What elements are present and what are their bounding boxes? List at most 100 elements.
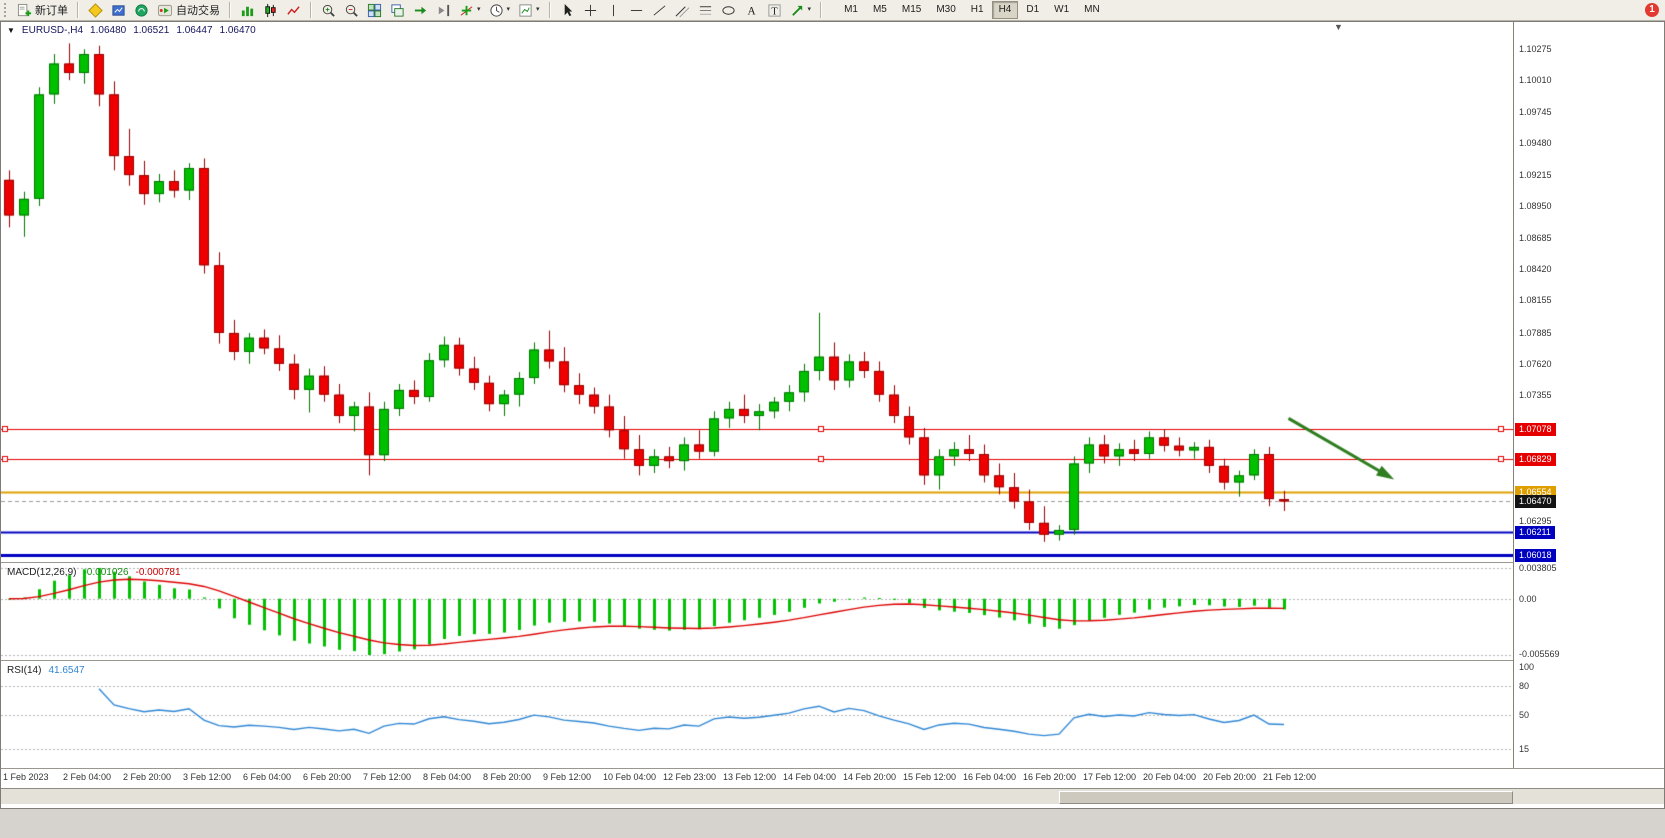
rsi-name: RSI(14): [7, 665, 42, 676]
candlestick-button[interactable]: [259, 0, 282, 20]
metaeditor-icon: [88, 2, 103, 18]
timeframe-button-m5[interactable]: M5: [872, 4, 887, 15]
metaeditor-button[interactable]: [84, 0, 107, 20]
toolbar-separator: [820, 2, 823, 18]
market-button[interactable]: [107, 0, 130, 20]
toolbar-separator: [310, 2, 312, 18]
label-button[interactable]: T: [763, 0, 786, 20]
macd-scale-label: -0.005569: [1519, 649, 1560, 659]
price-tick-label: 1.09480: [1519, 138, 1552, 148]
time-axis-label: 13 Feb 12:00: [723, 772, 777, 782]
time-axis-label: 20 Feb 20:00: [1203, 772, 1257, 782]
cascade-windows-button[interactable]: [386, 0, 409, 20]
new-order-label: 新订单: [35, 5, 68, 17]
tile-windows-icon: [367, 3, 382, 18]
horizontal-scrollbar[interactable]: [1, 788, 1664, 804]
chart-window: ▼ EURUSD-,H4 1.06480 1.06521 1.06447 1.0…: [0, 21, 1665, 809]
toolbar-separator: [77, 2, 79, 18]
market-icon: [111, 3, 126, 18]
periods-clock-icon: [489, 3, 504, 18]
ohlc-close: 1.06470: [219, 25, 256, 36]
time-axis[interactable]: 1 Feb 2023 2 Feb 04:00 2 Feb 20:00 3 Feb 12…: [1, 770, 1513, 786]
crosshair-button[interactable]: [579, 0, 602, 20]
indicators-dropdown-caret[interactable]: ▾: [477, 6, 481, 13]
indicators-icon: [459, 3, 474, 18]
auto-scroll-button[interactable]: [409, 0, 432, 20]
line-chart-icon: [286, 3, 301, 18]
chart-shift-button[interactable]: [432, 0, 455, 20]
bar-chart-icon: [240, 3, 255, 18]
notification-badge[interactable]: 1: [1645, 3, 1659, 17]
timeframe-button-w1[interactable]: W1: [1054, 4, 1070, 15]
indicators-button[interactable]: ▾: [455, 0, 485, 20]
zoom-in-button[interactable]: [317, 0, 340, 20]
timeframe-button-mn[interactable]: MN: [1084, 4, 1100, 15]
rsi-pane-canvas[interactable]: [1, 662, 1513, 768]
rsi-scale-label: 50: [1519, 710, 1530, 720]
toolbar-grip[interactable]: [4, 3, 9, 17]
level-price-badge: 1.07078: [1515, 423, 1556, 436]
price-tick-label: 1.10010: [1519, 75, 1552, 85]
timeframe-button-h4[interactable]: H4: [991, 1, 1019, 19]
time-axis-label: 2 Feb 04:00: [63, 772, 112, 782]
chart-symbol-dropdown-icon[interactable]: ▼: [7, 26, 15, 35]
fibonacci-icon: [698, 3, 713, 18]
time-axis-label: 12 Feb 23:00: [663, 772, 717, 782]
timeframe-button-m30[interactable]: M30: [936, 4, 956, 15]
price-scale[interactable]: 1.10275 1.10010 1.09745 1.09480 1.09215 1.089…: [1513, 22, 1664, 768]
price-pane-canvas[interactable]: [1, 22, 1513, 562]
line-chart-button[interactable]: [282, 0, 305, 20]
time-axis-label: 16 Feb 20:00: [1023, 772, 1077, 782]
templates-button[interactable]: ▾: [514, 0, 544, 20]
autotrading-icon: [157, 3, 173, 18]
trendline-icon: [652, 3, 667, 18]
channel-button[interactable]: [671, 0, 694, 20]
horizontal-line-button[interactable]: [625, 0, 648, 20]
time-axis-label: 6 Feb 04:00: [243, 772, 292, 782]
cursor-button[interactable]: [556, 0, 579, 20]
rsi-value: 41.6547: [48, 665, 85, 676]
pane-separator: [1, 768, 1664, 770]
price-tick-label: 1.08950: [1519, 201, 1552, 211]
svg-text:T: T: [771, 6, 778, 17]
shapes-button[interactable]: [717, 0, 740, 20]
text-button[interactable]: A: [740, 0, 763, 20]
fibonacci-button[interactable]: [694, 0, 717, 20]
price-tick-label: 1.06295: [1519, 516, 1552, 526]
pane-separator[interactable]: [1, 562, 1664, 564]
time-axis-label: 2 Feb 20:00: [123, 772, 172, 782]
timeframe-button-m1[interactable]: M1: [844, 4, 858, 15]
periods-dropdown-caret[interactable]: ▾: [506, 6, 511, 13]
auto-scroll-icon: [413, 3, 428, 18]
pane-separator[interactable]: [1, 660, 1664, 662]
chart-symbol-period: EURUSD-,H4: [21, 25, 84, 36]
signals-button[interactable]: [130, 0, 153, 20]
autotrading-label: 自动交易: [176, 5, 220, 17]
ohlc-high: 1.06521: [133, 25, 170, 36]
templates-dropdown-caret[interactable]: ▾: [536, 6, 540, 13]
arrows-button[interactable]: ▾: [786, 0, 816, 20]
trendline-button[interactable]: [648, 0, 671, 20]
macd-name: MACD(12,26,9): [7, 567, 77, 578]
periods-button[interactable]: ▾: [485, 0, 515, 20]
candlestick-icon: [263, 3, 278, 18]
macd-pane-canvas[interactable]: [1, 564, 1513, 660]
zoom-out-button[interactable]: [340, 0, 363, 20]
time-axis-label: 21 Feb 12:00: [1263, 772, 1317, 782]
shapes-icon: [721, 3, 736, 18]
bar-chart-button[interactable]: [236, 0, 259, 20]
autotrading-button[interactable]: 自动交易: [153, 0, 224, 20]
scrollbar-thumb[interactable]: [1059, 791, 1513, 804]
price-tick-label: 1.07355: [1519, 390, 1552, 400]
time-axis-label: 7 Feb 12:00: [363, 772, 412, 782]
tile-windows-button[interactable]: [363, 0, 386, 20]
chart-shift-marker-icon[interactable]: ▼: [1334, 22, 1343, 32]
arrows-dropdown-caret[interactable]: ▾: [807, 6, 812, 13]
vertical-line-button[interactable]: [602, 0, 625, 20]
channel-icon: [675, 3, 690, 18]
timeframe-button-d1[interactable]: D1: [1026, 4, 1040, 15]
new-order-button[interactable]: 新订单: [13, 0, 72, 20]
toolbar-separator: [548, 2, 551, 18]
timeframe-button-h1[interactable]: H1: [970, 4, 984, 15]
timeframe-button-m15[interactable]: M15: [901, 4, 922, 15]
